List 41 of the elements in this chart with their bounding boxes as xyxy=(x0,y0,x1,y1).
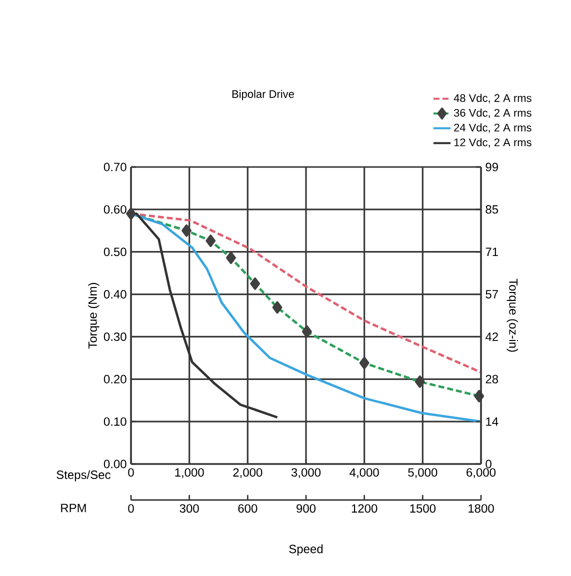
x2-tick-label: 0 xyxy=(128,504,134,513)
y2-tick-label: 57 xyxy=(486,290,498,298)
x-tick-label: 6,000 xyxy=(466,468,496,478)
y-tick-label: 0.70 xyxy=(104,162,126,172)
y2-tick-label: 71 xyxy=(486,248,498,256)
x-tick-label: 2,000 xyxy=(233,468,262,478)
x2-tick-label: 1500 xyxy=(410,504,436,513)
y-axis-title: Torque (Nm) xyxy=(88,282,100,349)
y2-tick-label: 85 xyxy=(486,205,498,214)
legend-label: 12 Vdc, 2 A rms xyxy=(454,138,532,148)
x2-tick-label: 300 xyxy=(180,504,199,513)
y-tick-label: 0.60 xyxy=(104,205,126,214)
x-tick-label: 3,000 xyxy=(291,468,321,478)
y2-tick-label: 14 xyxy=(486,417,498,426)
y-tick-label: 0.00 xyxy=(104,460,126,468)
legend-title: Bipolar Drive xyxy=(232,90,294,100)
x-axis-title: Steps/Sec xyxy=(56,470,110,482)
x2-tick-label: 1200 xyxy=(352,504,378,513)
y2-tick-label: 28 xyxy=(486,374,498,384)
y-tick-label: 0.10 xyxy=(104,417,126,426)
y-tick-label: 0.50 xyxy=(104,248,126,256)
x2-tick-label: 600 xyxy=(238,504,258,513)
text: Speed xyxy=(289,544,323,556)
y-tick-label: 0.40 xyxy=(104,290,126,299)
y2-tick-label: 99 xyxy=(486,162,498,172)
legend-label: 36 Vdc, 2 A rms xyxy=(454,108,532,118)
legend-label: 24 Vdc, 2 A rms xyxy=(454,123,532,133)
x-tick-label: 1,000 xyxy=(175,468,204,478)
x2-axis-title: RPM xyxy=(61,504,86,512)
x2-tick-label: 900 xyxy=(296,504,316,513)
legend-label: 48 Vdc, 2 A rms xyxy=(454,94,532,104)
y-tick-label: 0.30 xyxy=(104,332,126,341)
y2-tick-label: 0 xyxy=(486,460,492,468)
y2-axis-title: Torque (oz-in) xyxy=(506,278,518,352)
y-tick-label: 0.20 xyxy=(104,374,126,384)
x2-tick-label: 1800 xyxy=(468,504,494,513)
x-tick-label: 0 xyxy=(128,468,134,477)
x-tick-label: 4,000 xyxy=(350,468,379,478)
x-tick-label: 5,000 xyxy=(408,468,438,478)
y2-tick-label: 42 xyxy=(485,332,498,341)
point xyxy=(126,207,136,220)
